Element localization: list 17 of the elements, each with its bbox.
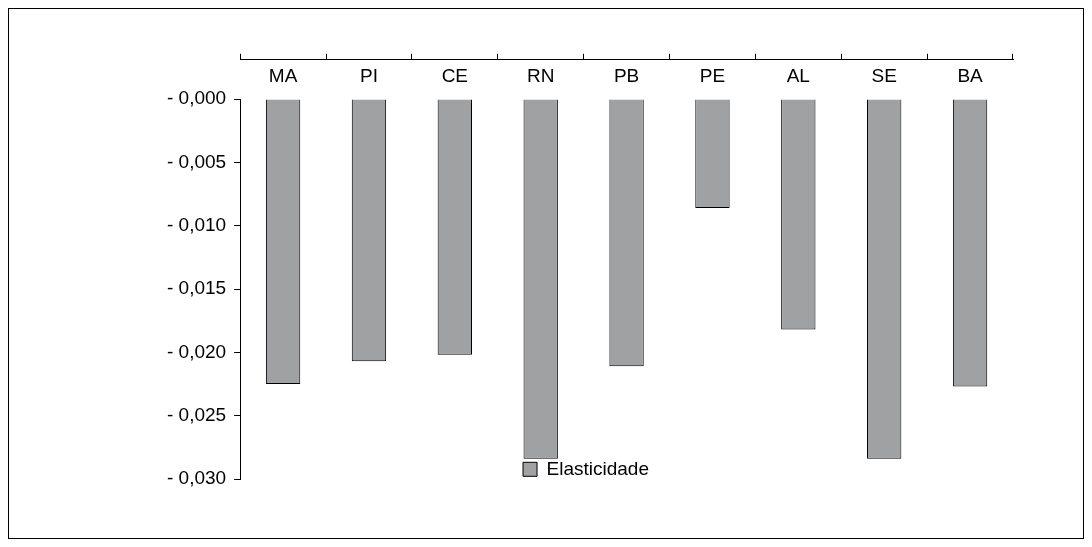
y-tick-label: - 0,020 [167, 340, 227, 362]
x-tick-label: SE [871, 64, 897, 86]
y-tick-label: - 0,010 [167, 213, 227, 235]
x-tick-label: CE [441, 64, 469, 86]
x-tick-label: RN [526, 64, 555, 86]
x-tick-label: AL [786, 64, 810, 86]
y-tick-label: - 0,030 [167, 467, 227, 489]
x-tick-label: PB [613, 64, 640, 86]
x-tick-label: BA [957, 64, 984, 86]
x-tick-label: PE [699, 64, 726, 86]
y-tick-label: - 0,005 [167, 150, 227, 172]
y-tick-label: - 0,025 [167, 403, 227, 425]
legend-label: Elasticidade [546, 457, 649, 479]
y-tick-label: - 0,000 [167, 87, 227, 109]
x-tick-label: MA [268, 64, 298, 86]
y-tick-label: - 0,015 [167, 277, 227, 299]
x-tick-label: PI [359, 64, 378, 86]
